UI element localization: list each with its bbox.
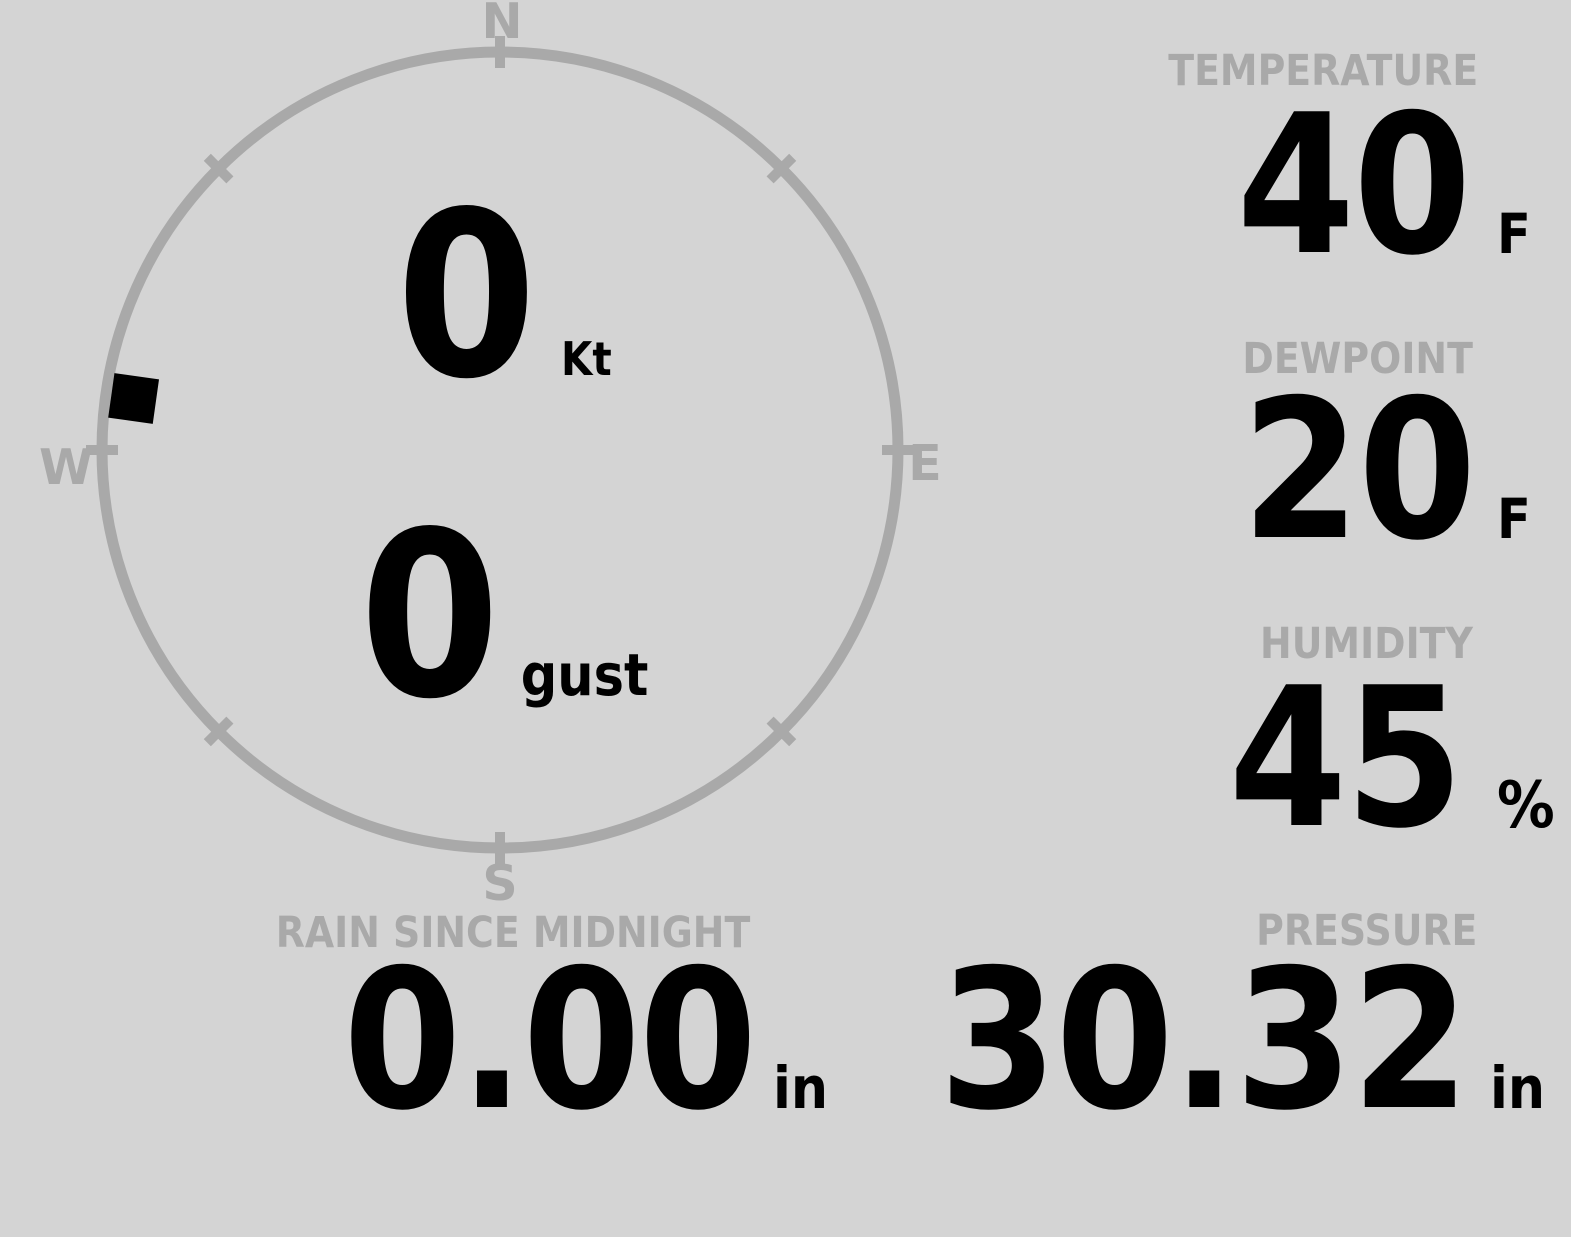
dewpoint-label: DEWPOINT — [1242, 334, 1473, 384]
humidity-unit: % — [1497, 769, 1555, 843]
compass-ticks — [86, 36, 914, 864]
compass-tick-se — [766, 716, 797, 747]
wind-gust-readout: 0 gust — [360, 502, 649, 731]
compass-label-west: W — [39, 439, 93, 496]
pressure-value: 30.32 — [939, 928, 1469, 1153]
dewpoint-value: 20 — [1242, 358, 1477, 583]
compass-label-north: N — [481, 0, 522, 50]
wind-gust-value: 0 — [359, 483, 500, 750]
temperature-label: TEMPERATURE — [1168, 46, 1478, 96]
wind-speed-value: 0 — [396, 163, 536, 430]
rain-since-midnight-value: 0.00 — [342, 928, 757, 1153]
compass-tick-ne — [766, 153, 797, 184]
wind-speed-unit: Kt — [560, 332, 612, 386]
compass-label-east: E — [908, 435, 941, 492]
humidity-label: HUMIDITY — [1260, 619, 1473, 669]
humidity-value: 45 — [1229, 646, 1464, 871]
compass-tick-nw — [203, 153, 234, 184]
wind-speed-readout: 0 Kt — [396, 182, 611, 411]
temperature-value: 40 — [1237, 73, 1472, 298]
rain-since-midnight-unit: in — [773, 1054, 829, 1122]
compass-label-south: S — [482, 855, 517, 912]
dewpoint-unit: F — [1497, 487, 1531, 551]
temperature-unit: F — [1497, 202, 1531, 266]
rain-since-midnight-label: RAIN SINCE MIDNIGHT — [275, 908, 750, 958]
pressure-label: PRESSURE — [1255, 906, 1477, 956]
pressure-unit: in — [1490, 1054, 1546, 1122]
wind-direction-marker — [108, 373, 160, 424]
compass-tick-sw — [203, 716, 234, 747]
wind-gust-unit: gust — [520, 641, 649, 709]
